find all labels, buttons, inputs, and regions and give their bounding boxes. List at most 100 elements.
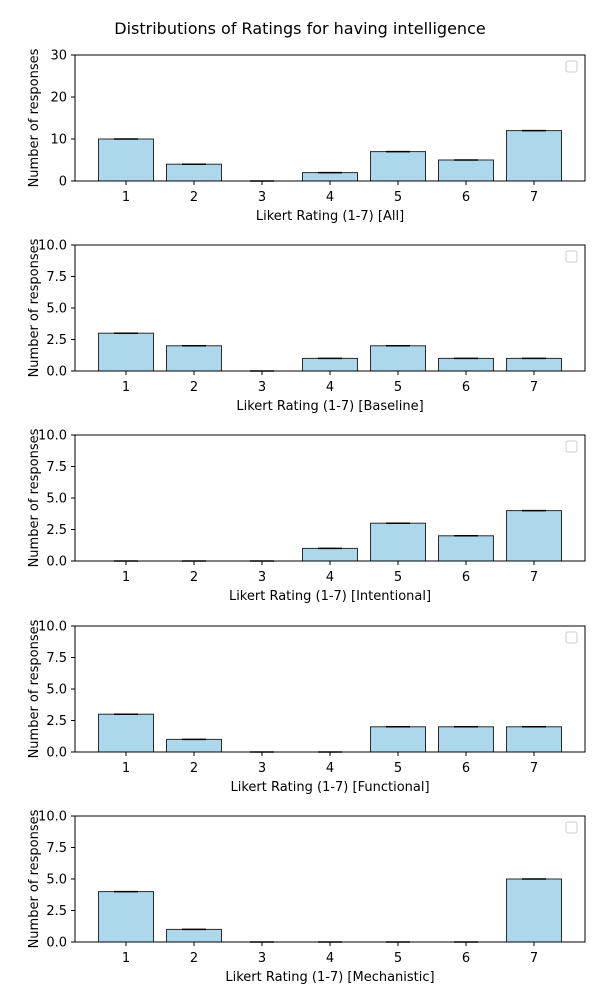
x-tick-label: 2 [190, 380, 198, 395]
y-tick-label: 20 [50, 91, 67, 106]
y-tick-label: 5.0 [46, 873, 67, 888]
x-tick-label: 1 [122, 951, 130, 966]
x-tick-label: 1 [122, 570, 130, 585]
y-tick-label: 0.0 [46, 365, 67, 380]
x-axis-label: Likert Rating (1-7) [All] [256, 209, 404, 224]
y-tick-label: 7.5 [46, 460, 67, 475]
bar-7 [506, 510, 562, 562]
x-axis-label: Likert Rating (1-7) [Intentional] [229, 589, 431, 604]
x-tick-label: 3 [258, 951, 266, 966]
bar-5 [370, 522, 426, 562]
y-tick-label: 7.5 [46, 651, 67, 666]
x-tick-label: 1 [122, 190, 130, 205]
bar-6 [438, 357, 494, 372]
bar-7 [506, 130, 562, 182]
bar-1 [98, 713, 154, 753]
x-tick-label: 7 [530, 570, 538, 585]
bar-1 [98, 332, 154, 372]
y-tick-label: 10.0 [38, 810, 67, 825]
x-tick-label: 2 [190, 190, 198, 205]
y-tick-label: 10 [50, 133, 67, 148]
y-tick-label: 5.0 [46, 302, 67, 317]
y-tick-label: 2.5 [46, 904, 67, 919]
legend-box [565, 631, 578, 644]
legend-box [565, 821, 578, 834]
x-tick-label: 6 [462, 570, 470, 585]
y-axis-label: Number of responses [27, 619, 42, 758]
y-axis-label: Number of responses [27, 809, 42, 948]
subplots: 1 2 3 4 5 6 7 0 10 20 30 Likert Rating (1-7) [All] N… [27, 48, 586, 985]
bar-5 [370, 726, 426, 753]
x-tick-label: 6 [462, 951, 470, 966]
bar-4 [302, 172, 358, 182]
bar-1 [98, 891, 154, 943]
x-tick-label: 5 [394, 190, 402, 205]
x-tick-label: 7 [530, 190, 538, 205]
y-axis-label: Number of responses [27, 48, 42, 187]
bar-2 [166, 345, 222, 372]
x-tick-label: 4 [326, 761, 334, 776]
y-tick-label: 0 [59, 175, 67, 190]
subplot-4: 1 2 3 4 5 6 7 0.0 2.5 5.0 7.5 10.0 Likert Rating (1-… [27, 619, 586, 795]
bar-6 [438, 535, 494, 562]
y-tick-label: 30 [50, 49, 67, 64]
y-tick-label: 2.5 [46, 523, 67, 538]
x-tick-label: 3 [258, 380, 266, 395]
bar-1 [98, 138, 154, 182]
subplot-2: 1 2 3 4 5 6 7 0.0 2.5 5.0 7.5 10.0 Likert Rating (1-… [27, 238, 586, 414]
bar-7 [506, 357, 562, 372]
y-tick-label: 10.0 [38, 620, 67, 635]
subplot-3: 1 2 3 4 5 6 7 0.0 2.5 5.0 7.5 10.0 Likert Rating (1-… [27, 428, 586, 604]
x-tick-label: 1 [122, 380, 130, 395]
x-tick-label: 1 [122, 761, 130, 776]
x-tick-label: 5 [394, 761, 402, 776]
bar-2 [166, 738, 222, 753]
y-tick-label: 2.5 [46, 333, 67, 348]
bar-5 [370, 151, 426, 182]
legend-box [565, 440, 578, 453]
x-tick-label: 2 [190, 951, 198, 966]
bar-6 [438, 159, 494, 182]
y-tick-label: 0.0 [46, 746, 67, 761]
x-tick-label: 5 [394, 570, 402, 585]
x-tick-label: 4 [326, 380, 334, 395]
legend-box [565, 250, 578, 263]
y-tick-label: 2.5 [46, 714, 67, 729]
y-tick-label: 5.0 [46, 492, 67, 507]
subplot-1: 1 2 3 4 5 6 7 0 10 20 30 Likert Rating (1-7) [All] N… [27, 48, 586, 224]
x-tick-label: 7 [530, 761, 538, 776]
y-tick-label: 7.5 [46, 270, 67, 285]
y-tick-label: 7.5 [46, 841, 67, 856]
x-tick-label: 4 [326, 570, 334, 585]
y-tick-label: 10.0 [38, 429, 67, 444]
x-tick-label: 7 [530, 951, 538, 966]
bar-7 [506, 878, 562, 943]
bar-4 [302, 547, 358, 562]
legend-box [565, 60, 578, 73]
x-axis-label: Likert Rating (1-7) [Functional] [230, 780, 429, 795]
x-tick-label: 4 [326, 951, 334, 966]
x-tick-label: 6 [462, 380, 470, 395]
x-tick-label: 4 [326, 190, 334, 205]
x-tick-label: 7 [530, 380, 538, 395]
y-axis-label: Number of responses [27, 428, 42, 567]
x-axis-label: Likert Rating (1-7) [Mechanistic] [225, 970, 434, 985]
subplot-5: 1 2 3 4 5 6 7 0.0 2.5 5.0 7.5 10.0 Likert Rating (1-… [27, 809, 586, 985]
x-tick-label: 5 [394, 951, 402, 966]
y-tick-label: 5.0 [46, 683, 67, 698]
x-tick-label: 3 [258, 190, 266, 205]
bar-4 [302, 357, 358, 372]
x-tick-label: 5 [394, 380, 402, 395]
bar-6 [438, 726, 494, 753]
bar-2 [166, 928, 222, 943]
bar-7 [506, 726, 562, 753]
x-tick-label: 2 [190, 570, 198, 585]
figure-title: Distributions of Ratings for having inte… [114, 19, 485, 38]
x-tick-label: 6 [462, 761, 470, 776]
y-tick-label: 0.0 [46, 555, 67, 570]
x-axis-label: Likert Rating (1-7) [Baseline] [236, 399, 423, 414]
x-tick-label: 2 [190, 761, 198, 776]
x-tick-label: 3 [258, 761, 266, 776]
x-tick-label: 6 [462, 190, 470, 205]
